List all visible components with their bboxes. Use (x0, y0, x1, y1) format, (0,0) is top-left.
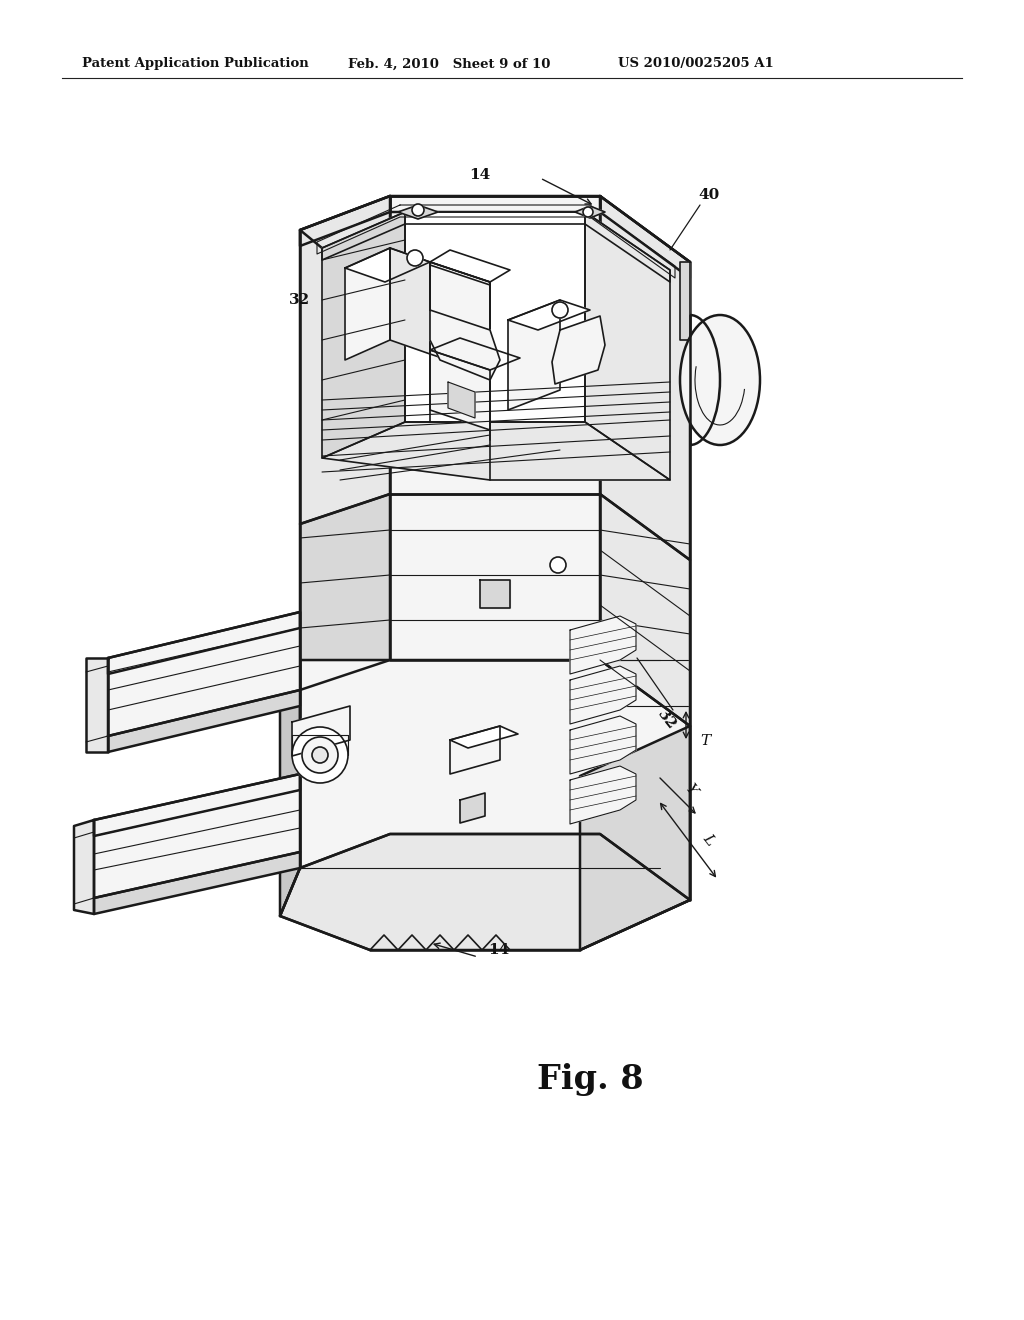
Text: Y: Y (682, 781, 699, 799)
Text: Patent Application Publication: Patent Application Publication (82, 58, 309, 70)
Polygon shape (108, 690, 300, 752)
Text: 40: 40 (698, 187, 719, 202)
Polygon shape (480, 579, 510, 609)
Polygon shape (430, 261, 490, 285)
Polygon shape (345, 248, 430, 282)
Polygon shape (300, 660, 690, 900)
Polygon shape (449, 381, 475, 418)
Circle shape (302, 737, 338, 774)
Polygon shape (585, 213, 670, 480)
Polygon shape (300, 195, 690, 279)
Polygon shape (508, 300, 560, 411)
Polygon shape (300, 494, 390, 690)
Polygon shape (430, 261, 490, 374)
Polygon shape (600, 195, 690, 560)
Polygon shape (108, 612, 300, 737)
Text: T: T (700, 734, 710, 748)
Polygon shape (450, 726, 500, 774)
Text: 32: 32 (289, 293, 310, 308)
Polygon shape (680, 261, 690, 341)
Circle shape (552, 302, 568, 318)
Polygon shape (94, 851, 300, 913)
Polygon shape (292, 706, 350, 756)
Circle shape (550, 557, 566, 573)
Circle shape (412, 205, 424, 216)
Polygon shape (322, 213, 670, 282)
Polygon shape (94, 774, 300, 898)
Polygon shape (430, 350, 490, 430)
Polygon shape (108, 612, 300, 675)
Polygon shape (570, 616, 636, 675)
Polygon shape (570, 766, 636, 824)
Polygon shape (430, 338, 520, 370)
Text: L: L (700, 832, 717, 849)
Text: US 2010/0025205 A1: US 2010/0025205 A1 (618, 58, 774, 70)
Polygon shape (406, 213, 585, 422)
Polygon shape (390, 248, 430, 354)
Polygon shape (430, 310, 500, 380)
Polygon shape (74, 820, 94, 913)
Polygon shape (94, 774, 300, 836)
Circle shape (312, 747, 328, 763)
Polygon shape (300, 195, 390, 524)
Polygon shape (86, 657, 108, 752)
Polygon shape (575, 206, 605, 218)
Polygon shape (600, 494, 690, 726)
Polygon shape (280, 834, 690, 950)
Polygon shape (322, 213, 406, 458)
Circle shape (583, 207, 593, 216)
Polygon shape (390, 195, 600, 494)
Polygon shape (508, 300, 590, 330)
Text: Feb. 4, 2010   Sheet 9 of 10: Feb. 4, 2010 Sheet 9 of 10 (348, 58, 550, 70)
Polygon shape (580, 726, 690, 950)
Polygon shape (450, 726, 518, 748)
Text: Fig. 8: Fig. 8 (537, 1064, 643, 1097)
Polygon shape (398, 205, 438, 219)
Polygon shape (570, 667, 636, 723)
Polygon shape (460, 793, 485, 822)
Text: 14: 14 (469, 168, 490, 182)
Polygon shape (552, 315, 605, 384)
Polygon shape (280, 660, 300, 916)
Text: 14: 14 (488, 942, 509, 957)
Circle shape (407, 249, 423, 267)
Ellipse shape (680, 315, 760, 445)
Polygon shape (345, 248, 390, 360)
Polygon shape (570, 715, 636, 774)
Text: 32: 32 (655, 708, 679, 733)
Polygon shape (322, 422, 670, 480)
Circle shape (292, 727, 348, 783)
Polygon shape (390, 494, 600, 660)
Polygon shape (430, 249, 510, 282)
